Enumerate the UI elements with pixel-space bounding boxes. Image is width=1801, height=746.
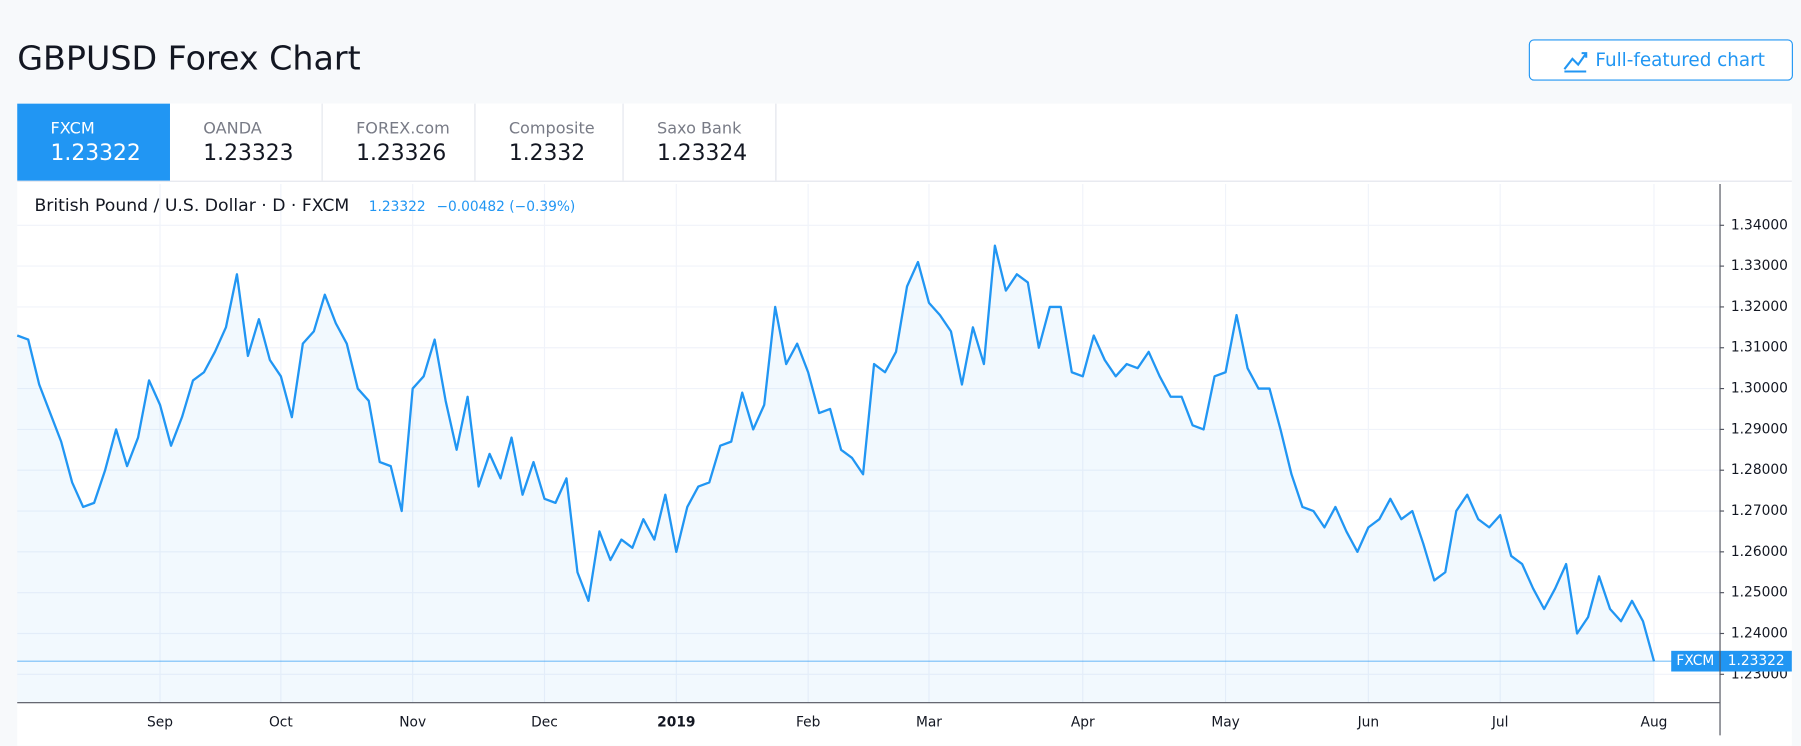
y-tick-label: 1.29000 [1731, 421, 1788, 437]
tab-name: Saxo Bank [657, 118, 742, 137]
chart-icon [1563, 52, 1588, 73]
x-tick-label: Jun [1357, 715, 1380, 731]
tab-price: 1.23322 [51, 141, 141, 166]
x-tick-label: Apr [1071, 715, 1095, 731]
x-tick-label: 2019 [657, 715, 695, 731]
tab-price: 1.23326 [356, 141, 446, 166]
y-tick-label: 1.34000 [1731, 217, 1788, 233]
y-tick-label: 1.31000 [1731, 340, 1788, 356]
button-label[interactable]: Full-featured chart [1595, 50, 1765, 71]
x-tick-label: Dec [531, 715, 558, 731]
y-tick-label: 1.32000 [1731, 299, 1788, 315]
tab-name: Composite [509, 118, 595, 137]
x-tick-label: Mar [916, 715, 942, 731]
tab-name: FXCM [51, 118, 95, 137]
tab-name: FOREX.com [356, 118, 450, 137]
price-tag-value: 1.23322 [1728, 653, 1785, 669]
x-tick-label: Jul [1491, 715, 1509, 731]
source-tab[interactable] [17, 103, 170, 181]
x-tick-label: Nov [399, 715, 426, 731]
full-chart-button[interactable] [1528, 39, 1793, 81]
legend-symbol: British Pound / U.S. Dollar · D · FXCM [34, 196, 349, 216]
x-tick-label: Sep [147, 715, 173, 731]
y-tick-label: 1.33000 [1731, 258, 1788, 274]
y-tick-label: 1.25000 [1731, 585, 1788, 601]
x-tick-label: Aug [1641, 715, 1668, 731]
price-tag-source: FXCM [1676, 653, 1714, 669]
price-tag-source-bg [1671, 650, 1720, 672]
tab-price: 1.2332 [509, 141, 585, 166]
y-tick-label: 1.24000 [1731, 625, 1788, 641]
source-tab[interactable] [322, 103, 476, 181]
y-tick-label: 1.26000 [1731, 544, 1788, 560]
legend-price: 1.23322 [369, 199, 426, 215]
y-tick-label: 1.28000 [1731, 462, 1788, 478]
price-line [16, 244, 1656, 662]
tab-price: 1.23323 [203, 141, 293, 166]
tab-name: OANDA [203, 118, 262, 137]
x-tick-label: May [1211, 715, 1239, 731]
chart-panel [17, 103, 1792, 746]
x-tick-label: Oct [269, 715, 293, 731]
source-tab[interactable] [475, 103, 624, 181]
source-tab[interactable] [623, 103, 777, 181]
y-tick-label: 1.27000 [1731, 503, 1788, 519]
y-tick-label: 1.30000 [1731, 381, 1788, 397]
x-tick-label: Feb [796, 715, 820, 731]
price-tag-bg [1719, 650, 1792, 672]
legend-change: −0.00482 (−0.39%) [436, 199, 575, 215]
page-title: GBPUSD Forex Chart [17, 39, 360, 78]
tab-price: 1.23324 [657, 141, 747, 166]
source-tab[interactable] [169, 103, 323, 181]
